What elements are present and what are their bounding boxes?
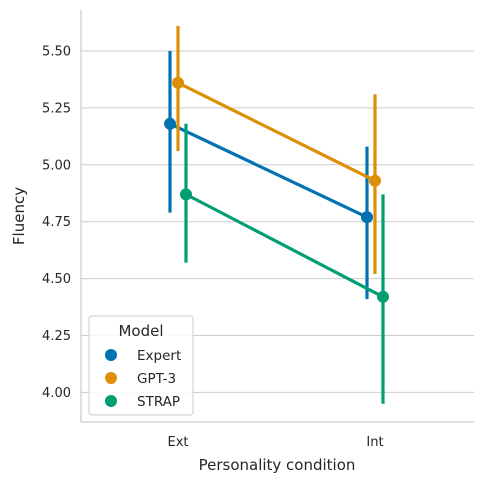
- series-line: [177, 81, 376, 183]
- x-axis-label: Personality condition: [199, 456, 356, 474]
- legend-label: STRAP: [137, 394, 180, 410]
- series-strap: [180, 123, 389, 404]
- series-line: [185, 192, 384, 299]
- y-tick-label: 4.75: [42, 215, 71, 230]
- y-tick-labels: 4.00 4.25 4.50 4.75 5.00 5.25 5.50: [42, 44, 71, 400]
- series-line: [169, 122, 368, 219]
- x-tick-label: Int: [366, 435, 383, 450]
- data-point: [180, 188, 192, 201]
- legend-marker: [105, 395, 117, 407]
- legend-box: [88, 315, 194, 416]
- data-point: [172, 76, 184, 89]
- series-gpt-3: [172, 25, 381, 275]
- legend-label: Expert: [137, 348, 181, 364]
- legend: Model Expert GPT-3 STRAP: [88, 315, 194, 416]
- y-tick-label: 5.00: [42, 158, 71, 173]
- y-axis-label: Fluency: [10, 187, 28, 245]
- data-point: [369, 174, 381, 187]
- series-layer: [164, 25, 389, 404]
- x-tick-labels: Ext Int: [167, 435, 383, 450]
- y-tick-label: 5.50: [42, 44, 71, 59]
- x-tick-label: Ext: [167, 435, 188, 450]
- legend-items: Expert GPT-3 STRAP: [105, 348, 181, 410]
- series-expert: [164, 50, 373, 300]
- legend-label: GPT-3: [137, 371, 176, 387]
- y-tick-label: 4.00: [42, 386, 71, 401]
- y-tick-label: 5.25: [42, 101, 71, 116]
- data-point: [164, 117, 176, 130]
- legend-title: Model: [118, 322, 163, 340]
- data-point: [377, 290, 389, 303]
- legend-marker: [105, 372, 117, 384]
- y-tick-label: 4.25: [42, 329, 71, 344]
- legend-marker: [105, 349, 117, 361]
- y-tick-label: 4.50: [42, 272, 71, 287]
- data-point: [361, 211, 373, 224]
